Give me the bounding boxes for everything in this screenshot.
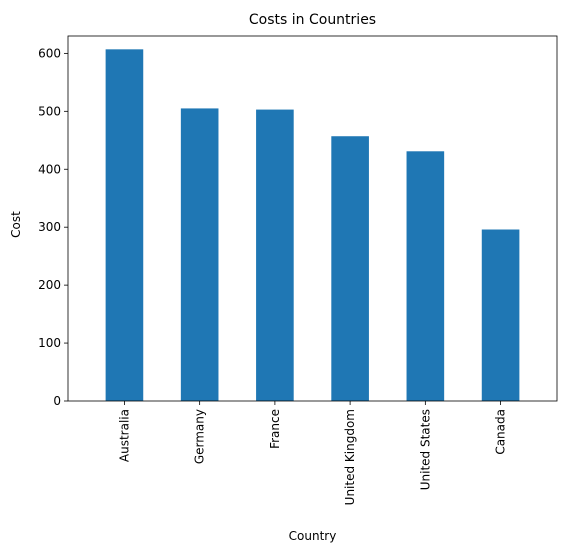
x-tick-label: Germany	[193, 409, 207, 464]
bar	[105, 49, 144, 401]
y-tick-label: 500	[38, 104, 61, 118]
x-tick-label: Canada	[494, 409, 508, 455]
y-tick-label: 400	[38, 162, 61, 176]
x-tick-label: United Kingdom	[343, 409, 357, 505]
chart-title: Costs in Countries	[249, 12, 376, 28]
y-tick-label: 600	[38, 46, 61, 60]
y-tick-label: 100	[38, 336, 61, 350]
x-tick-label: France	[268, 409, 282, 449]
bar	[481, 229, 520, 401]
x-axis-label: Country	[289, 529, 337, 543]
y-tick-label: 0	[53, 394, 61, 408]
bars-group	[105, 49, 520, 402]
bar	[406, 151, 445, 401]
bar	[180, 108, 219, 402]
x-tick-label: Australia	[117, 409, 131, 462]
bar	[331, 136, 369, 402]
y-tick-label: 300	[38, 220, 61, 234]
y-tick-label: 200	[38, 278, 61, 292]
x-axis-ticks: Australia Germany France United Kingdom Unit…	[117, 401, 508, 505]
y-axis-label: Cost	[9, 211, 23, 238]
y-axis-ticks: 0 100 200 300 400 500 600	[38, 46, 68, 408]
plot-frame	[67, 35, 558, 402]
x-tick-label: United States	[418, 409, 432, 490]
bar	[256, 109, 294, 401]
